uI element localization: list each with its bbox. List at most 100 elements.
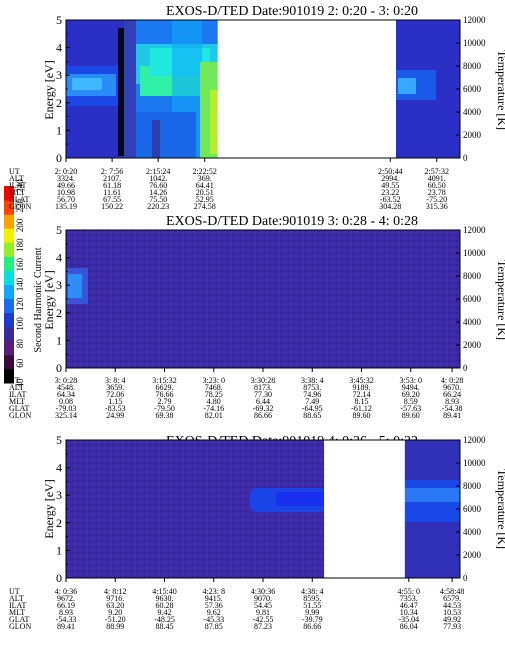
y-tick-label: 5: [56, 223, 62, 237]
ephemeris-cell: 9716.: [106, 594, 124, 603]
ephemeris-row-label: MLT: [9, 608, 25, 617]
ephemeris-cell: 2: 7:56: [101, 167, 123, 176]
ephemeris-cell: 23.22: [381, 188, 399, 197]
ephemeris-cell: 67.55: [103, 195, 121, 204]
ephemeris-cell: -42.55: [253, 615, 274, 624]
y-tick-label: 1: [56, 543, 62, 557]
y2-tick-label: 2000: [463, 130, 482, 140]
ephemeris-cell: 3659.: [106, 383, 124, 392]
y-tick-label: 2: [56, 516, 62, 530]
ephemeris-cell: 8.15: [355, 397, 369, 406]
ephemeris-cell: -64.95: [302, 404, 323, 413]
y-axis-label: Energy [eV]: [42, 60, 56, 119]
ephemeris-cell: -75.20: [426, 195, 447, 204]
colorbar-swatch: [4, 340, 14, 356]
ephemeris-cell: 10.34: [400, 608, 418, 617]
ephemeris-cell: 4548.: [57, 383, 75, 392]
ephemeris-row-label: GLAT: [9, 195, 30, 204]
ephemeris-cell: 2:22:52: [192, 167, 216, 176]
ephemeris-cell: -35.04: [398, 615, 419, 624]
colorbar-tick-label: 80: [15, 339, 25, 349]
y2-tick-label: 6000: [463, 504, 482, 514]
spectrogram-2: [66, 230, 460, 368]
ephemeris-cell: 369.: [198, 174, 212, 183]
ephemeris-cell: 24.99: [106, 411, 124, 420]
ephemeris-cell: 46.47: [400, 601, 418, 610]
ephemeris-cell: 3:30:28: [251, 376, 275, 385]
ephemeris-row-label: GLAT: [9, 615, 30, 624]
ephemeris-cell: 4:38: 4: [301, 587, 323, 596]
y2-tick-label: 12000: [463, 435, 486, 445]
ephemeris-cell: 7353.: [400, 594, 418, 603]
ephemeris-cell: 86.66: [254, 411, 272, 420]
ephemeris-cell: 1.15: [108, 397, 122, 406]
ephemeris-cell: -79.03: [56, 404, 77, 413]
ephemeris-cell: 23.78: [428, 188, 446, 197]
ephemeris-row-label: GLAT: [9, 404, 30, 413]
ephemeris-row-label: GLON: [9, 411, 31, 420]
ephemeris-cell: 4:23: 8: [203, 587, 225, 596]
ephemeris-cell: 8173.: [254, 383, 272, 392]
colorbar-tick-label: 40: [15, 378, 25, 388]
ephemeris-cell: 63.20: [106, 601, 124, 610]
ephemeris-cell: 86.04: [400, 622, 418, 631]
y-tick-label: 1: [56, 123, 62, 137]
ephemeris-cell: 8.93: [59, 608, 73, 617]
colorbar-swatch: [4, 326, 14, 342]
y-tick-label: 0: [56, 571, 62, 585]
ephemeris-cell: 57.36: [205, 601, 223, 610]
ephemeris-cell: 77.30: [254, 390, 272, 399]
ephemeris-cell: 10.98: [57, 188, 75, 197]
ephemeris-cell: 4: 0:28: [441, 376, 463, 385]
ephemeris-cell: 14.26: [149, 188, 167, 197]
y2-tick-label: 8000: [463, 271, 482, 281]
colorbar-swatch: [4, 354, 14, 370]
ephemeris-cell: 77.93: [443, 622, 461, 631]
ephemeris-cell: 44.53: [443, 601, 461, 610]
ephemeris-cell: 3:38: 4: [301, 376, 323, 385]
ephemeris-cell: -63.52: [380, 195, 401, 204]
ephemeris-row-label: UT: [9, 587, 20, 596]
ephemeris-cell: 2107.: [103, 174, 121, 183]
y2-axis-label: Temperature [K]: [495, 50, 505, 130]
colorbar-swatch: [4, 298, 14, 314]
ephemeris-cell: -83.53: [105, 404, 126, 413]
ephemeris-cell: 6629.: [156, 383, 174, 392]
ephemeris-cell: 76.60: [149, 181, 167, 190]
y2-tick-label: 4000: [463, 317, 482, 327]
y-tick-label: 3: [56, 68, 62, 82]
ephemeris-cell: 4:58:48: [440, 587, 464, 596]
ephemeris-cell: -79.50: [154, 404, 175, 413]
ephemeris-cell: 220.23: [147, 202, 169, 211]
ephemeris-cell: 4: 8:12: [104, 587, 126, 596]
ephemeris-cell: 2: 0:20: [55, 167, 77, 176]
y-tick-label: 1: [56, 333, 62, 347]
colorbar-tick-label: 180: [15, 238, 25, 252]
y-tick-label: 0: [56, 361, 62, 375]
y2-axis-label: Temperature [K]: [495, 469, 505, 549]
ephemeris-cell: 3: 8: 4: [105, 376, 125, 385]
ephemeris-cell: 3:23: 0: [203, 376, 225, 385]
ephemeris-row-label: ALT: [9, 594, 24, 603]
ephemeris-cell: 9672.: [57, 594, 75, 603]
panel-1: EXOS-D/TED Date:901019 2: 0:20 - 3: 0:20…: [9, 4, 505, 211]
ephemeris-cell: -54.38: [442, 404, 463, 413]
y-tick-label: 0: [56, 151, 62, 165]
y-tick-label: 2: [56, 306, 62, 320]
y2-tick-label: 4000: [463, 107, 482, 117]
ephemeris-cell: 2:57:32: [425, 167, 449, 176]
ephemeris-cell: 51.55: [303, 601, 321, 610]
panel-title: EXOS-D/TED Date:901019 2: 0:20 - 3: 0:20: [166, 4, 418, 19]
colorbar-swatch: [4, 186, 14, 201]
colorbar-tick-label: 240: [15, 179, 25, 193]
colorbar-swatch: [4, 242, 14, 257]
ephemeris-cell: 56.70: [57, 195, 75, 204]
ephemeris-row-label: ILAT: [9, 601, 26, 610]
y2-tick-label: 10000: [463, 458, 486, 468]
colorbar-swatch: [4, 312, 14, 328]
ephemeris-cell: 7468.: [205, 383, 223, 392]
y-tick-label: 5: [56, 433, 62, 447]
y2-tick-label: 12000: [463, 225, 486, 235]
y2-tick-label: 0: [463, 573, 468, 583]
colorbar-swatch: [4, 270, 14, 285]
